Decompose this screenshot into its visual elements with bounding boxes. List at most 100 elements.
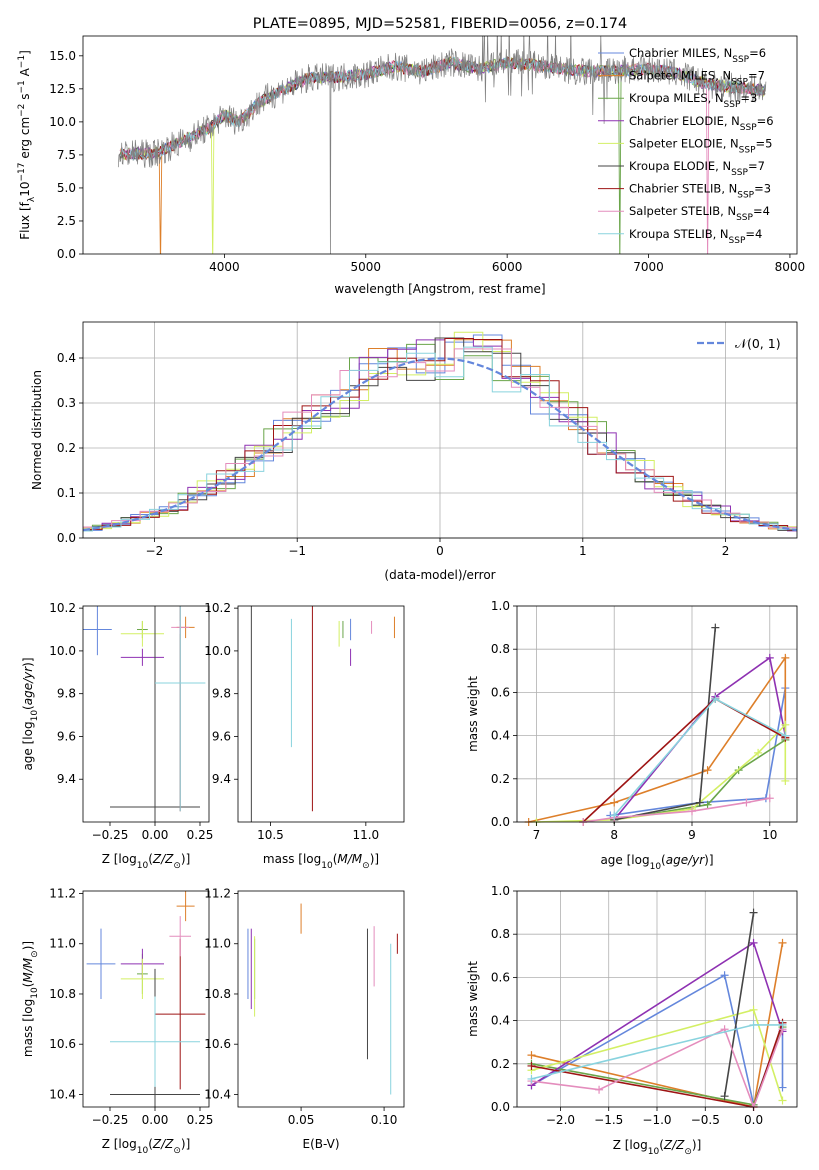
y-axis-label-part: Flux [f — [18, 201, 32, 239]
x-axis-label-part: 10 — [137, 861, 149, 871]
errorbars-5 — [86, 891, 206, 1107]
weight-marker — [765, 653, 774, 662]
axes-frame — [82, 890, 210, 1108]
x-axis-label-part: Z/Z — [663, 1138, 685, 1152]
y-tick-label: 0.0 — [57, 531, 76, 545]
legend-entry-0-part: SSP — [732, 55, 749, 65]
weight-marker — [703, 766, 712, 775]
x-axis-label-part: Z/Z — [152, 852, 174, 866]
weight-marker — [778, 1020, 787, 1029]
y-tick-label: 10.6 — [49, 1037, 76, 1051]
weight-marker — [749, 938, 758, 947]
y-axis-label: Normed distribution — [30, 370, 44, 490]
legend-entry-8-part: =4 — [745, 227, 762, 241]
x-axis-label: Z [log10(Z/Z⊙)] — [102, 1137, 191, 1156]
legend-entry-7-part: =4 — [753, 204, 770, 218]
x-tick-label: −2 — [146, 544, 164, 558]
x-tick-label: −1.0 — [642, 1113, 671, 1127]
legend-entry-5-part: =7 — [748, 159, 765, 173]
y-axis-label: mass [log10(M/M⊙)] — [21, 941, 40, 1057]
y-tick-label: 1.0 — [491, 599, 510, 613]
y-axis-label-part: age/yr — [21, 666, 35, 705]
y-tick-label: 10.0 — [49, 644, 76, 658]
x-tick-label: 0.0 — [744, 1113, 763, 1127]
x-axis-label: Z [log10(Z/Z⊙)] — [613, 1138, 702, 1157]
y-tick-label: 0.8 — [491, 927, 510, 941]
x-axis-label-part: Z [log — [102, 852, 137, 866]
y-tick-label: 12.5 — [49, 82, 76, 96]
spectrum-frame: 4000 5000 6000 7000 8000 0.0 2.5 5.0 7.5 10.0 12.5… — [49, 35, 806, 274]
legend-entry-4: Salpeter ELODIE, NSSP=5 — [629, 136, 772, 155]
y-tick-label: 0.6 — [491, 685, 510, 699]
legend-entry-8: Kroupa STELIB, NSSP=4 — [629, 227, 762, 246]
legend-entry-2-part: =3 — [740, 91, 757, 105]
y-axis-label-part: 10 — [30, 987, 40, 999]
x-axis-label-part: Z [log — [613, 1138, 648, 1152]
weight-4-frame: 7 8 9 10 0.0 0.2 0.4 0.6 0.8 1.0 — [491, 599, 798, 842]
y-tick-label: 9.8 — [212, 687, 231, 701]
legend-entry-1-part: SSP — [731, 78, 748, 88]
legend-entry-6: Chabrier STELIB, NSSP=3 — [629, 182, 771, 201]
weight-marker — [720, 1092, 729, 1101]
x-tick-label: 5000 — [350, 260, 381, 274]
x-tick-label: 0.00 — [142, 1113, 169, 1127]
y-axis-label-part: age [log — [21, 721, 35, 770]
legend-entry-7-part: Salpeter STELIB, N — [629, 204, 736, 218]
legend-entry-6-part: =3 — [754, 182, 771, 196]
y-tick-label: 11.2 — [49, 887, 76, 901]
weight-marker — [711, 623, 720, 632]
legend-entry-5-part: SSP — [731, 168, 748, 178]
errbar-2-frame: −0.25 0.00 0.25 9.4 9.6 9.8 10.0 10.2 — [49, 601, 213, 842]
y-tick-label: 9.6 — [212, 729, 231, 743]
y-axis-label-part: −1 — [17, 80, 27, 93]
y-axis-label: age [log10(age/yr)] — [21, 657, 40, 770]
x-axis-label-part: ⊙ — [684, 1147, 692, 1157]
y-tick-label: 15.0 — [49, 49, 76, 63]
y-tick-label: 0.2 — [491, 1057, 510, 1071]
x-tick-label: 8 — [610, 828, 618, 842]
weight-marker — [781, 720, 790, 729]
legend-entry-1-part: =7 — [748, 69, 765, 83]
legend-entry-4-part: SSP — [739, 145, 756, 155]
x-tick-label: 0.25 — [187, 828, 214, 842]
x-tick-label: −0.25 — [92, 828, 129, 842]
x-tick-label: 11.0 — [352, 828, 379, 842]
y-axis-label-part: A — [18, 67, 32, 80]
weight-7-frame: −2.0 −1.5 −1.0 −0.5 0.0 0.0 0.2 0.4 0.6 0.8 1.0 — [491, 884, 798, 1127]
y-axis-label-part: )] — [21, 941, 35, 950]
x-tick-label: 0 — [436, 544, 444, 558]
weight-marker — [703, 800, 712, 809]
x-tick-label: 8000 — [775, 260, 806, 274]
y-axis-label-part: ( — [21, 705, 35, 710]
x-axis-label-part: Z [log — [102, 1137, 137, 1151]
weight-marker — [610, 798, 619, 807]
weight-line-5 — [723, 912, 755, 1097]
weight-marker — [781, 653, 790, 662]
histogram-grid — [83, 322, 797, 539]
weight-grid-7 — [517, 890, 797, 1108]
y-tick-label: 0.4 — [491, 729, 510, 743]
x-axis-label-part: )] — [370, 852, 379, 866]
legend-entry-3-part: =6 — [757, 114, 774, 128]
legend-entry-2-part: SSP — [724, 100, 741, 110]
y-tick-label: 10.8 — [204, 987, 231, 1001]
x-axis-label-part: ⊙ — [362, 861, 370, 871]
weight-marker — [778, 1096, 787, 1105]
weight-marker — [781, 731, 790, 740]
y-tick-label: 10.4 — [49, 1087, 76, 1101]
x-tick-label: −1.5 — [594, 1113, 623, 1127]
x-axis-label-part: ( — [148, 852, 153, 866]
chart-title: PLATE=0895, MJD=52581, FIBERID=0056, z=0… — [253, 16, 627, 32]
weight-marker — [778, 938, 787, 947]
weight-marker — [695, 798, 704, 807]
legend-entry-4-part: Salpeter ELODIE, N — [629, 136, 739, 150]
x-axis-label-part: ( — [661, 853, 666, 867]
x-axis-label: mass [log10(M/M⊙)] — [263, 852, 379, 871]
x-axis-label-part: 10 — [650, 862, 662, 872]
x-axis-label-part: 10 — [137, 1146, 149, 1156]
weight-marker — [720, 971, 729, 980]
x-axis-label-part: age/yr — [666, 853, 705, 867]
weight-marker — [688, 807, 696, 816]
y-axis-label-part: −17 — [17, 163, 27, 182]
